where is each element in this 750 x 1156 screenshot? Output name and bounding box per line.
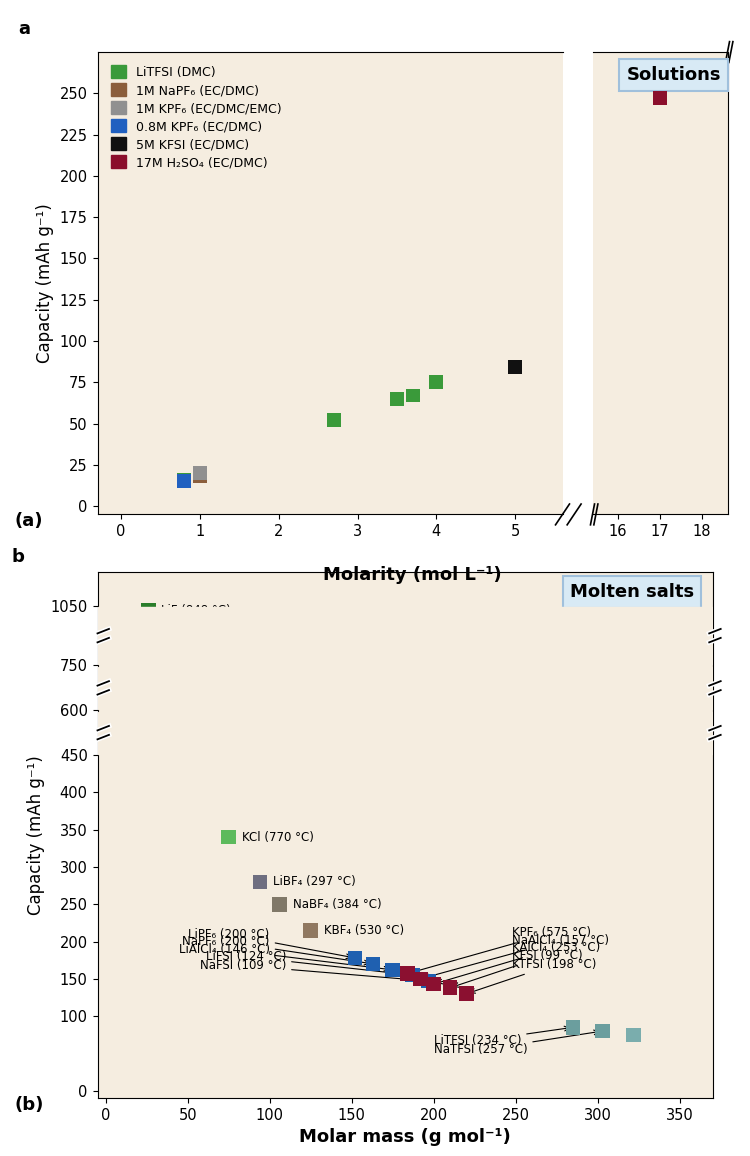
Point [169,672,181,690]
Text: NaPF₆ (200 °C): NaPF₆ (200 °C) [182,935,369,965]
Point [349,949,361,968]
Point [509,358,521,377]
Point [254,873,266,891]
Text: Molten salts: Molten salts [570,583,694,601]
Point [223,828,235,846]
Point [274,895,286,913]
Point [391,390,403,408]
Bar [98,712,712,754]
Text: (b): (b) [15,1096,44,1113]
Point [142,601,154,620]
Point [567,1018,579,1037]
Text: LiFSI (124 °C): LiFSI (124 °C) [206,950,409,977]
Point [415,970,427,988]
Point [148,358,160,377]
Point [460,985,472,1003]
Point [328,412,340,430]
Text: KTFSI (198 °C): KTFSI (198 °C) [470,957,597,993]
Point [106,373,118,392]
Text: NaCl (800 °C): NaCl (800 °C) [214,734,295,747]
Point [93,386,105,405]
Text: (a): (a) [15,512,44,529]
Point [401,964,413,983]
Text: LiBF₄ (297 °C): LiBF₄ (297 °C) [273,875,356,888]
Text: NaTFSI (257 °C): NaTFSI (257 °C) [433,1030,598,1057]
Point [430,373,442,392]
Point [401,964,413,983]
Text: KPF₆ (575 °C): KPF₆ (575 °C) [411,926,592,973]
Text: LiCl (605 °C): LiCl (605 °C) [188,674,262,687]
Point [194,467,206,486]
Point [387,961,399,979]
Text: KFSI (99 °C): KFSI (99 °C) [454,949,583,987]
Point [367,955,379,973]
Point [195,731,207,749]
Point [367,955,379,973]
Point [444,978,456,996]
Text: a: a [19,20,31,37]
Point [415,970,427,988]
Point [654,89,666,108]
Point [423,972,435,991]
Point [628,1025,640,1044]
Point [178,470,190,489]
Point [85,390,97,408]
Text: b: b [11,548,24,565]
Point [194,464,206,482]
Point [406,386,418,405]
Point [567,1018,579,1037]
Point [406,966,418,985]
Point [628,1025,640,1044]
Text: NaBF₄ (384 °C): NaBF₄ (384 °C) [292,898,381,911]
Y-axis label: Capacity (mAh g⁻¹): Capacity (mAh g⁻¹) [36,203,54,363]
Text: NaAlCl₄ (157 °C): NaAlCl₄ (157 °C) [424,934,610,979]
Text: KBF₄ (530 °C): KBF₄ (530 °C) [324,924,404,936]
Text: Solutions: Solutions [626,66,721,84]
Point [178,472,190,490]
Y-axis label: Capacity (mAh g⁻¹): Capacity (mAh g⁻¹) [27,755,45,916]
Point [304,921,316,940]
Legend: LiTFSI (DMC), 1M NaPF₆ (EC/DMC), 1M KPF₆ (EC/DMC/EMC), 0.8M KPF₆ (EC/DMC), 5M KF: LiTFSI (DMC), 1M NaPF₆ (EC/DMC), 1M KPF₆… [109,62,284,171]
Point [169,672,181,690]
Text: NaFSI (109 °C): NaFSI (109 °C) [200,959,424,983]
Text: LiF (848 °C): LiF (848 °C) [161,605,231,617]
Text: LiAlCl₄ (146 °C): LiAlCl₄ (146 °C) [178,942,388,971]
Point [444,978,456,996]
Point [596,1022,608,1040]
Point [195,731,207,749]
Point [51,412,63,430]
Point [223,828,235,846]
Point [349,949,361,968]
Point [406,966,418,985]
Text: Molarity (mol L⁻¹): Molarity (mol L⁻¹) [323,566,502,585]
Point [427,975,439,993]
Text: KAlCl₄ (253 °C): KAlCl₄ (253 °C) [437,941,601,984]
Text: LiTFSI (234 °C): LiTFSI (234 °C) [433,1027,569,1047]
Point [427,975,439,993]
X-axis label: Molar mass (g mol⁻¹): Molar mass (g mol⁻¹) [299,1128,511,1147]
Point [387,961,399,979]
Text: KCl (770 °C): KCl (770 °C) [242,830,314,844]
Point [596,1022,608,1040]
Point [254,873,266,891]
Bar [98,607,712,664]
Text: LiPF₆ (200 °C): LiPF₆ (200 °C) [188,928,351,958]
Point [460,985,472,1003]
Point [304,921,316,940]
Point [142,601,154,620]
Point [274,895,286,913]
Bar [98,667,712,709]
Point [423,972,435,991]
